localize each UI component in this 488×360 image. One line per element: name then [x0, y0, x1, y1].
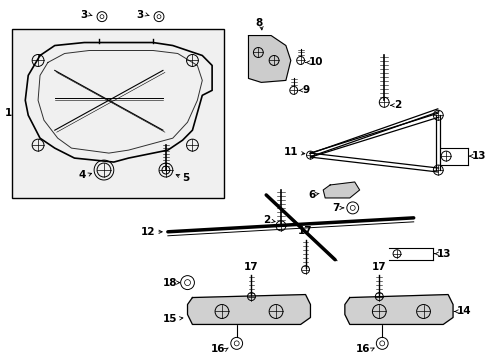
Text: 14: 14: [456, 306, 470, 316]
Text: 17: 17: [298, 226, 312, 236]
Text: 15: 15: [163, 314, 177, 324]
Text: 6: 6: [307, 190, 315, 200]
Text: 9: 9: [302, 85, 309, 95]
Text: 17: 17: [371, 262, 386, 272]
Text: 7: 7: [332, 203, 339, 213]
Polygon shape: [187, 294, 310, 324]
Polygon shape: [323, 182, 359, 198]
Text: 18: 18: [163, 278, 177, 288]
Polygon shape: [344, 294, 452, 324]
Text: 13: 13: [436, 249, 451, 259]
Text: 4: 4: [79, 170, 86, 180]
Text: 5: 5: [182, 173, 189, 183]
Bar: [13, 28, 224, 198]
Text: 16: 16: [210, 345, 224, 354]
Text: 16: 16: [355, 345, 370, 354]
Text: 1: 1: [4, 108, 12, 118]
Polygon shape: [248, 36, 290, 82]
Text: 11: 11: [284, 147, 298, 157]
Text: 2: 2: [393, 100, 401, 110]
Text: 3: 3: [80, 10, 87, 20]
Text: 8: 8: [255, 18, 263, 28]
Text: 3: 3: [136, 10, 143, 20]
Text: 13: 13: [471, 151, 485, 161]
Text: 12: 12: [140, 227, 155, 237]
Text: 10: 10: [308, 58, 323, 67]
Text: 2: 2: [263, 215, 269, 225]
Text: 17: 17: [244, 262, 258, 272]
